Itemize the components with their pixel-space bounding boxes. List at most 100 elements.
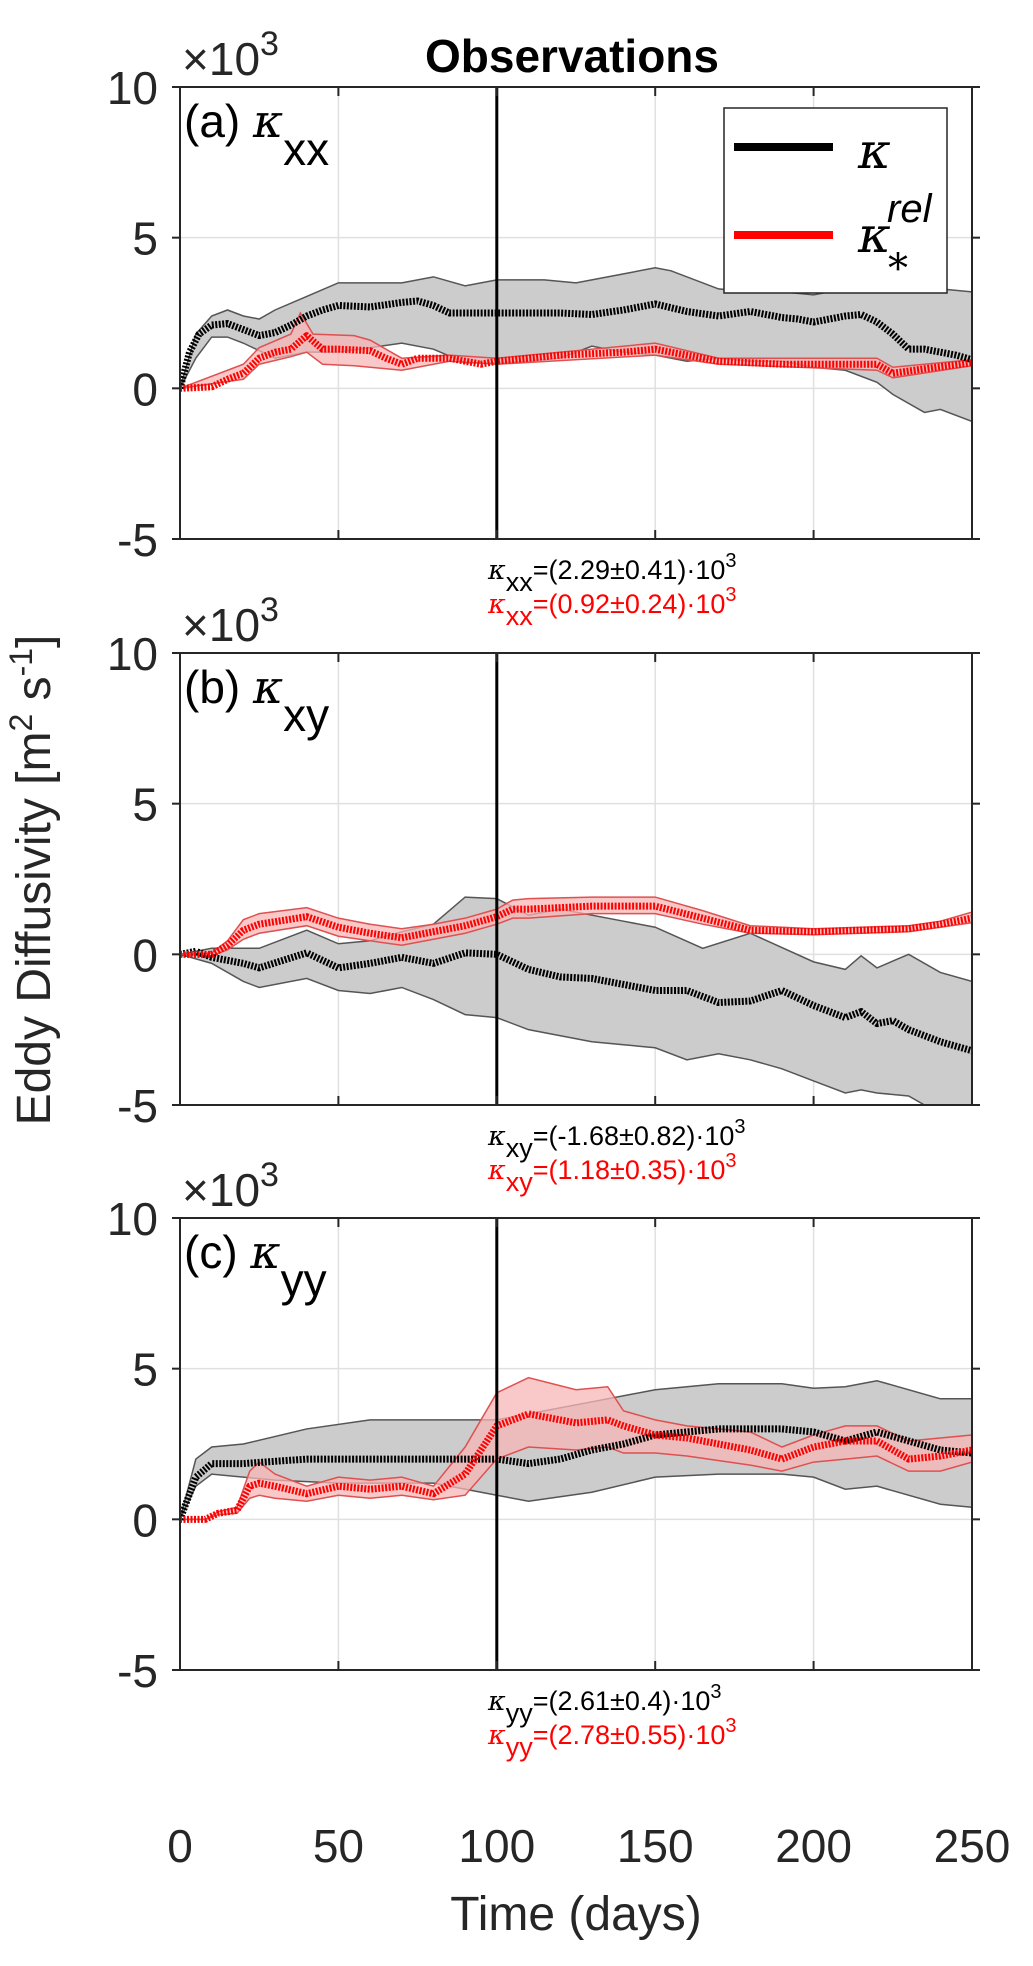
kappa-rel-series-line [180, 902, 972, 958]
stat-value: =(1.18±0.35)·10 [533, 1155, 726, 1185]
y-tick-label: 0 [132, 1494, 158, 1546]
stat-exponent: 3 [725, 584, 736, 606]
stat-subscript: yy [506, 1698, 534, 1728]
y-tick-label: -5 [117, 1645, 158, 1697]
y-multiplier-label: ×103 [182, 25, 279, 85]
stat-exponent: 3 [725, 550, 736, 572]
kappa-rel-band-upper-edge [180, 896, 972, 956]
x-tick-label: 0 [167, 1820, 193, 1872]
x-tick-label: 50 [313, 1820, 364, 1872]
kappa-rel-series-line [180, 1410, 972, 1523]
y-multiplier-base: ×10 [182, 33, 260, 85]
panel-symbol: κ [252, 660, 283, 714]
stat-annotation: κxx=(2.29±0.41)·103 [487, 550, 737, 597]
kappa-rel-uncertainty-band [180, 1377, 972, 1520]
legend-label-kappa: κ [857, 122, 891, 180]
stat-exponent: 3 [725, 1150, 736, 1172]
stat-value: =(-1.68±0.82)·10 [533, 1121, 735, 1151]
stat-value: =(2.29±0.41)·10 [533, 555, 726, 585]
x-tick-labels: 0 50 100 150 200 250 [167, 1820, 1010, 1872]
stat-exponent: 3 [734, 1116, 745, 1138]
panel-symbol: κ [252, 94, 283, 148]
y-tick-label: -5 [117, 1080, 158, 1132]
panel-label: (c) κyy [184, 1225, 327, 1306]
kappa-uncertainty-band [180, 267, 972, 422]
stat-subscript: xy [506, 1167, 534, 1197]
x-tick-label: 100 [458, 1820, 535, 1872]
kappa-series-line [180, 947, 972, 1055]
y-axis-title-end: ] [8, 635, 61, 648]
panel-label: (b) κxy [184, 660, 329, 741]
panel-letter: (c) [184, 1226, 250, 1278]
axes-box [179, 1217, 973, 1671]
stat-value: =(2.61±0.4)·10 [533, 1686, 711, 1716]
stat-exponent: 3 [710, 1681, 721, 1703]
stat-subscript: xx [506, 601, 534, 631]
y-tick-label: 0 [132, 363, 158, 415]
panel-letter: (b) [184, 661, 253, 713]
y-tick-label: 10 [107, 62, 158, 114]
y-tick-label: 5 [132, 1344, 158, 1396]
y-tick-label: 10 [107, 628, 158, 680]
stat-symbol: κ [487, 555, 506, 586]
legend-label-kappa-rel-sub: * [888, 246, 908, 292]
plot-area [180, 267, 972, 423]
stat-symbol: κ [487, 1686, 506, 1717]
kappa-rel-band-lower-edge [180, 912, 972, 957]
y-multiplier-base: ×10 [182, 1164, 260, 1216]
kappa-uncertainty-band [180, 897, 972, 1105]
axes-box [179, 652, 973, 1106]
panel-subscript: xy [283, 689, 329, 741]
kappa-rel-band-lower-edge [180, 1446, 972, 1521]
y-axis-title-sup1: 2 [3, 714, 39, 732]
kappa-series-line [180, 297, 972, 390]
x-tick-label: 150 [617, 1820, 694, 1872]
kappa-rel-band-lower-edge [180, 351, 972, 390]
x-axis-title: Time (days) [450, 1888, 702, 1941]
kappa-rel-band-upper-edge [180, 311, 972, 390]
panel-label: (a) κxx [184, 94, 329, 175]
stat-symbol: κ [487, 1720, 506, 1751]
plot-area [180, 896, 972, 1105]
stat-exponent: 3 [725, 1715, 736, 1737]
stat-symbol: κ [487, 589, 506, 620]
y-tick-label: 5 [132, 213, 158, 265]
stat-symbol: κ [487, 1121, 506, 1152]
panel-symbol: κ [249, 1225, 280, 1279]
stat-annotation: κxy=(1.18±0.35)·103 [487, 1150, 737, 1197]
stat-annotation: κyy=(2.78±0.55)·103 [487, 1715, 737, 1762]
y-axis-title: Eddy Diffusivity [m2 s-1] [3, 635, 61, 1126]
y-multiplier-base: ×10 [182, 599, 260, 651]
y-tick-label: -5 [117, 514, 158, 566]
y-multiplier-exponent: 3 [260, 1156, 279, 1194]
legend: κ κ rel * [723, 107, 948, 294]
y-multiplier-label: ×103 [182, 591, 279, 651]
kappa-series-line [180, 1425, 972, 1521]
stat-subscript: yy [506, 1732, 534, 1762]
stat-annotation: κxy=(-1.68±0.82)·103 [487, 1116, 746, 1163]
y-axis-title-main: Eddy Diffusivity [m [8, 732, 61, 1126]
x-tick-label: 250 [934, 1820, 1011, 1872]
stat-symbol: κ [487, 1155, 506, 1186]
kappa-rel-series-line [180, 332, 972, 392]
legend-box [723, 107, 948, 294]
plot-area [180, 1376, 972, 1523]
y-multiplier-exponent: 3 [260, 591, 279, 629]
y-multiplier-exponent: 3 [260, 25, 279, 63]
chart-title: Observations [425, 30, 719, 82]
y-tick-label: 10 [107, 1193, 158, 1245]
legend-label-kappa-rel-sup: rel [887, 187, 933, 231]
stat-value: =(0.92±0.24)·10 [533, 589, 726, 619]
stat-annotation: κxx=(0.92±0.24)·103 [487, 584, 737, 631]
panel-subscript: yy [281, 1254, 327, 1306]
stat-annotation: κyy=(2.61±0.4)·103 [487, 1681, 722, 1728]
panel-subscript: xx [283, 123, 329, 175]
y-tick-label: 0 [132, 929, 158, 981]
panel-letter: (a) [184, 95, 253, 147]
axes-box [179, 86, 973, 540]
